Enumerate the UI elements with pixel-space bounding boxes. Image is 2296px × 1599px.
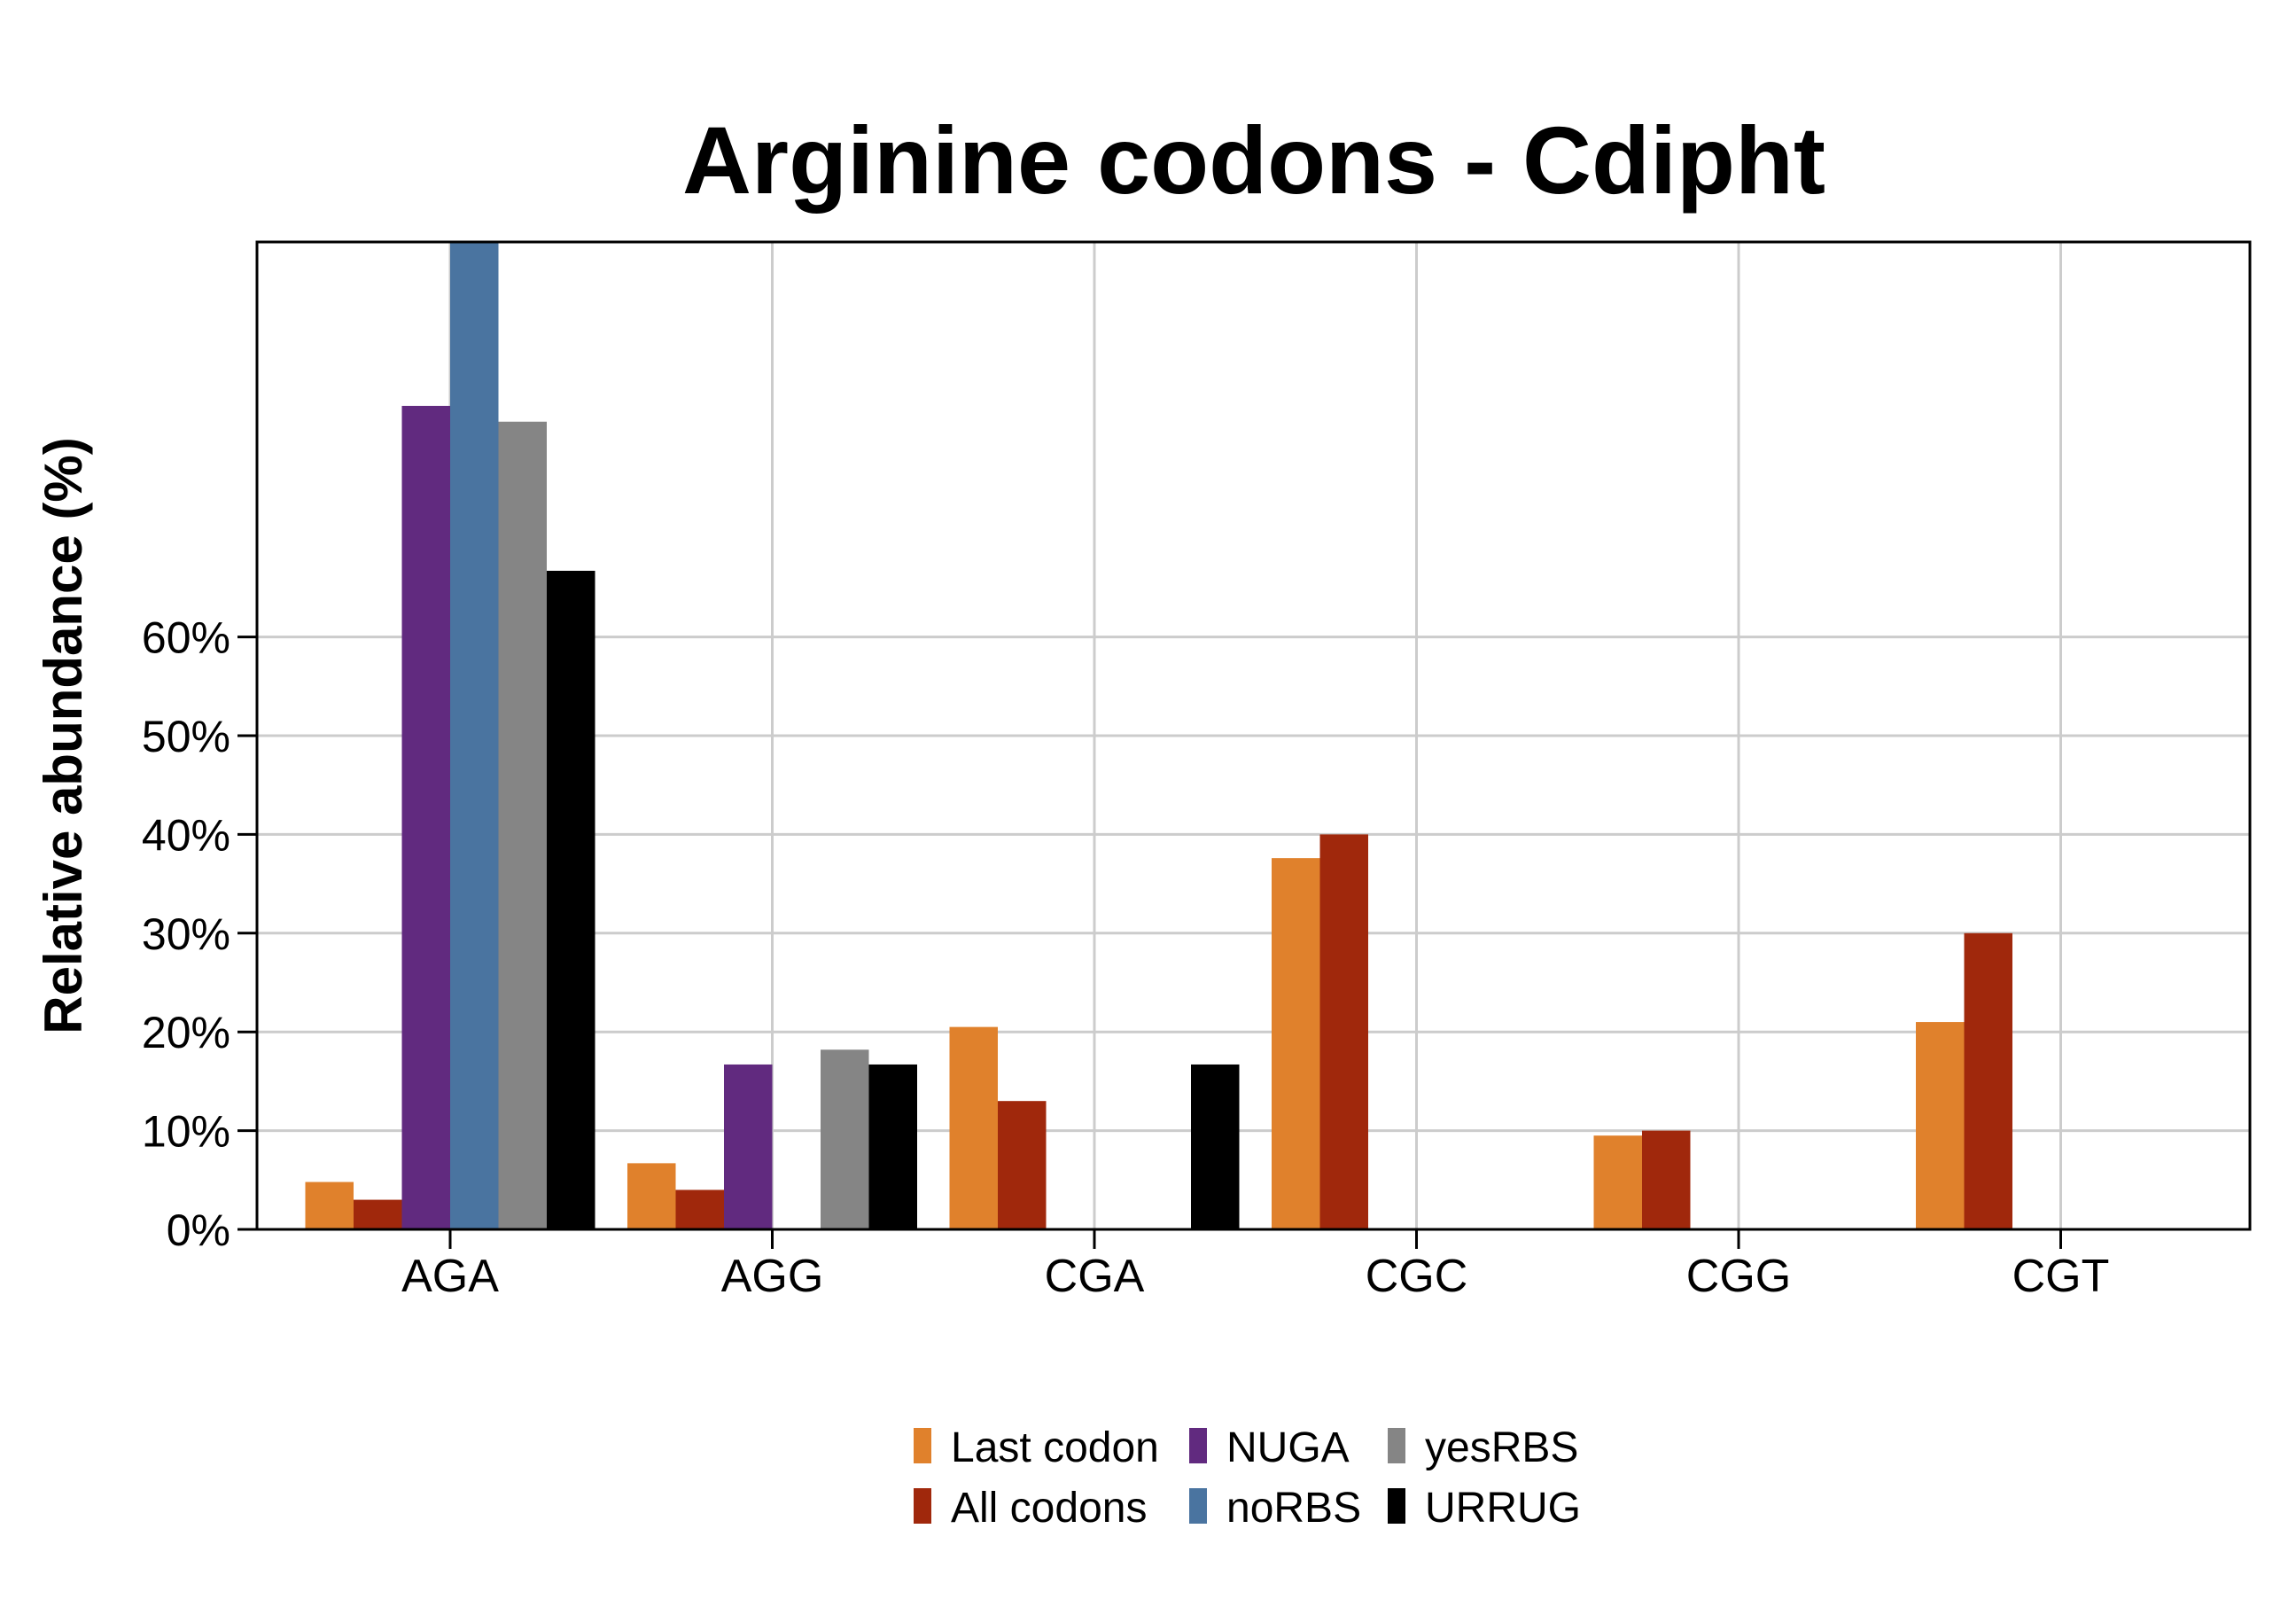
y-tick-label: 10%: [142, 1107, 230, 1157]
legend-swatch: [914, 1488, 931, 1524]
bar: [547, 570, 595, 1229]
bar: [1191, 1064, 1240, 1229]
y-tick-label: 60%: [142, 613, 230, 663]
bar: [1319, 834, 1368, 1229]
legend-swatch: [1189, 1428, 1207, 1463]
bar: [1593, 1135, 1642, 1229]
x-tick-label: CGC: [1366, 1251, 1468, 1302]
x-tick-label: CGA: [1045, 1251, 1145, 1302]
legend-label: yesRBS: [1425, 1424, 1578, 1471]
bar: [675, 1190, 724, 1229]
chart-title: Arginine codons - Cdipht: [682, 106, 1825, 214]
legend-swatch: [1388, 1488, 1405, 1524]
legend: Last codon All codons NUGA noRBS yesRBS URRUG: [914, 1424, 1581, 1532]
legend-swatch: [914, 1428, 931, 1463]
bar: [1642, 1130, 1691, 1229]
x-tick-label: CGT: [2012, 1251, 2110, 1302]
bar: [1272, 858, 1320, 1229]
legend-label: All codons: [951, 1485, 1147, 1532]
y-tick-label: 20%: [142, 1008, 230, 1057]
y-tick-label: 40%: [142, 810, 230, 860]
y-tick-label: 0%: [167, 1205, 230, 1255]
x-axis: AGA AGG CGA CGC CGG CGT: [401, 1229, 2109, 1302]
bar: [450, 242, 499, 1229]
bar: [868, 1064, 917, 1229]
legend-label: URRUG: [1425, 1485, 1581, 1532]
y-tick-label: 30%: [142, 909, 230, 959]
y-axis: 0% 10% 20% 30% 40% 50% 60%: [142, 613, 257, 1255]
bar: [1916, 1022, 1965, 1229]
bar: [724, 1064, 773, 1229]
legend-label: NUGA: [1226, 1424, 1350, 1471]
y-axis-label: Relative abundance (%): [34, 437, 93, 1034]
bar: [401, 405, 450, 1229]
x-tick-label: CGG: [1686, 1251, 1791, 1302]
bar: [354, 1199, 402, 1229]
legend-label: noRBS: [1226, 1485, 1361, 1532]
x-tick-label: AGA: [401, 1251, 499, 1302]
x-tick-label: AGG: [721, 1251, 824, 1302]
legend-label: Last codon: [951, 1424, 1159, 1471]
bar: [821, 1049, 869, 1229]
bar: [1964, 932, 2012, 1229]
legend-swatch: [1189, 1488, 1207, 1524]
bar: [627, 1163, 676, 1229]
bar: [998, 1101, 1047, 1229]
bar: [949, 1026, 998, 1229]
y-tick-label: 50%: [142, 712, 230, 761]
bar: [498, 421, 547, 1229]
bars: [305, 242, 2012, 1229]
bar: [305, 1182, 354, 1229]
legend-swatch: [1388, 1428, 1405, 1463]
